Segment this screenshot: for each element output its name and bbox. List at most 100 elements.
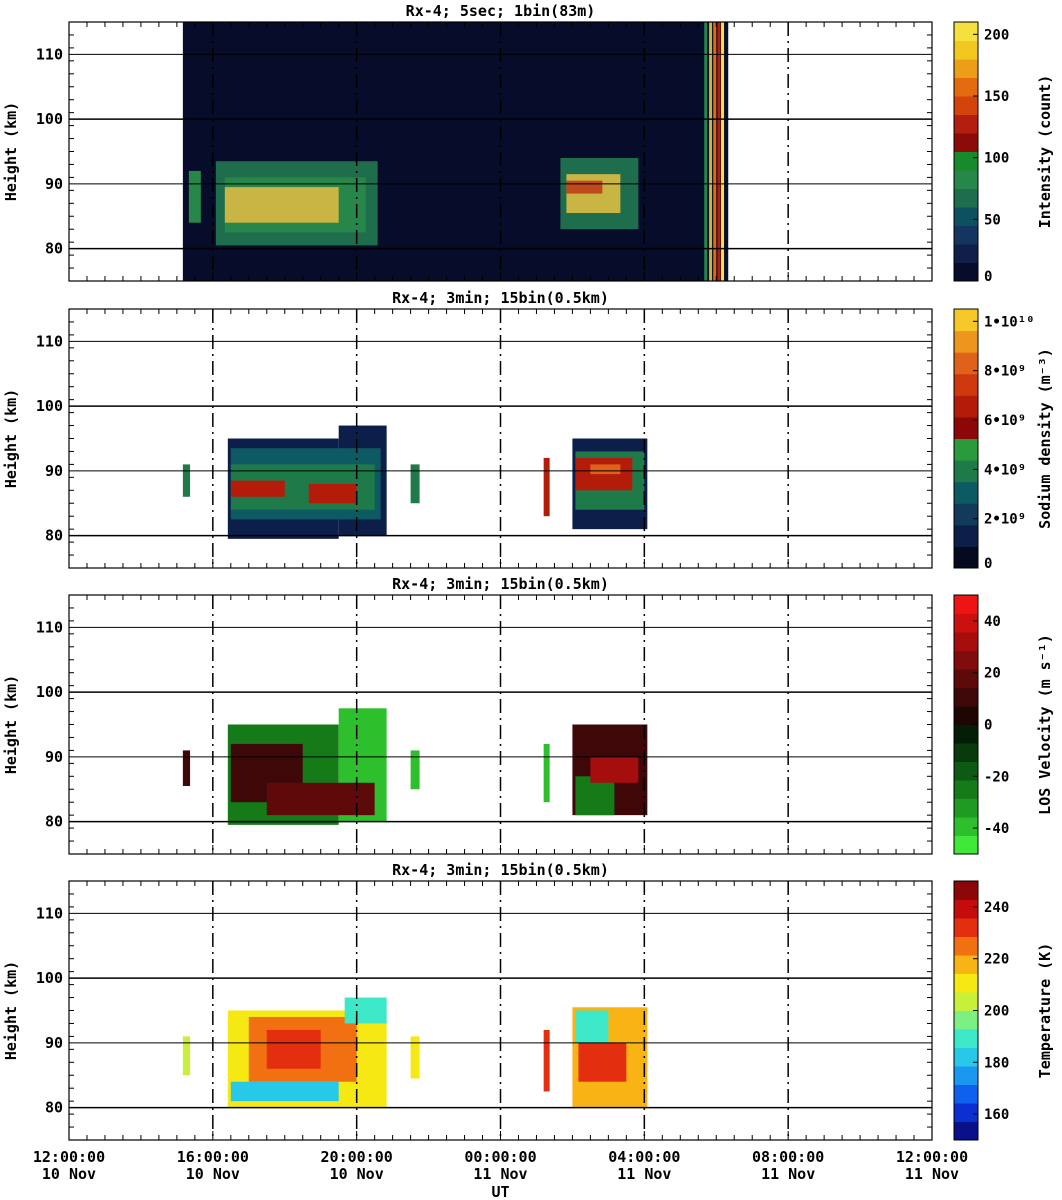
colorbar-segment: [954, 151, 978, 171]
heatmap-block: [543, 1029, 550, 1092]
colorbar-segment: [954, 352, 978, 375]
x-tick-date-label: 10 Nov: [186, 1165, 240, 1183]
x-tick-time-label: 04:00:00: [608, 1148, 680, 1166]
colorbar-tick-label: 20: [984, 666, 1001, 682]
colorbar-segment: [954, 1047, 978, 1067]
x-tick-time-label: 20:00:00: [321, 1148, 393, 1166]
y-tick-label: 110: [36, 45, 63, 63]
colorbar-segment: [954, 1029, 978, 1048]
y-tick-label: 90: [45, 462, 63, 480]
x-tick-time-label: 16:00:00: [177, 1148, 249, 1166]
bright-column: [721, 22, 725, 281]
colorbar-segment: [954, 835, 978, 855]
colorbar-segment: [954, 613, 978, 633]
y-tick-label: 110: [36, 904, 63, 922]
colorbar-segment: [954, 503, 978, 526]
heatmap-block: [578, 1042, 627, 1082]
panel-title: Rx-4; 3min; 15bin(0.5km): [392, 289, 609, 307]
colorbar-tick-label: 100: [984, 151, 1009, 167]
colorbar-segment: [954, 724, 978, 744]
colorbar: 160 180 200 220 240 Temperature (K): [953, 880, 1054, 1141]
colorbar: -40 -20 0 20 40 LOS Velocity (m s⁻¹): [953, 594, 1054, 855]
colorbar-segment: [954, 955, 978, 974]
colorbar-segment: [954, 373, 978, 396]
colorbar-tick-label: 160: [984, 1107, 1009, 1123]
x-tick-time-label: 12:00:00: [896, 1148, 968, 1166]
colorbar-label: Sodium density (m⁻³): [1036, 348, 1054, 529]
colorbar-tick-label: 4•10⁹: [984, 462, 1026, 478]
y-tick-label: 80: [45, 1099, 63, 1117]
colorbar-segment: [954, 761, 978, 781]
colorbar-segment: [954, 438, 978, 461]
x-tick-date-label: 10 Nov: [42, 1165, 96, 1183]
heatmap-block: [410, 464, 420, 504]
colorbar-segment: [954, 225, 978, 245]
y-tick-label: 100: [36, 683, 63, 701]
x-axis-label: UT: [491, 1183, 509, 1200]
colorbar-segment: [954, 77, 978, 97]
y-tick-label: 90: [45, 1034, 63, 1052]
colorbar-segment: [954, 207, 978, 226]
colorbar-tick-label: 0: [984, 269, 992, 285]
colorbar-segment: [954, 899, 978, 919]
colorbar-segment: [954, 524, 978, 547]
colorbar-tick-label: 40: [984, 614, 1001, 630]
colorbar-label: Intensity (count): [1036, 75, 1054, 229]
colorbar-segment: [954, 743, 978, 762]
bright-column: [713, 22, 717, 281]
y-tick-label: 110: [36, 332, 63, 350]
y-tick-label: 100: [36, 969, 63, 987]
y-tick-label: 110: [36, 618, 63, 636]
panel-1: Rx-4; 5sec; 1bin(83m) 80 90 100 110 Height (k…: [2, 2, 1054, 285]
colorbar-segment: [954, 936, 978, 956]
colorbar-segment: [954, 22, 978, 41]
colorbar-segment: [954, 1084, 978, 1104]
colorbar-segment: [954, 973, 978, 993]
colorbar-tick-label: 2•10⁹: [984, 512, 1026, 528]
colorbar-segment: [954, 330, 978, 353]
heatmap-block: [410, 750, 420, 790]
x-tick-date-label: 11 Nov: [761, 1165, 815, 1183]
colorbar-segment: [954, 1121, 978, 1141]
colorbar-segment: [954, 992, 978, 1011]
colorbar-segment: [954, 170, 978, 189]
colorbar-segment: [954, 460, 978, 483]
colorbar-segment: [954, 1066, 978, 1085]
colorbar-segment: [954, 59, 978, 78]
heatmap-block: [344, 997, 387, 1024]
colorbar-segment: [954, 96, 978, 115]
colorbar-tick-label: 220: [984, 952, 1009, 968]
heatmap-block: [566, 180, 603, 194]
colorbar-segment: [954, 918, 978, 937]
colorbar-frame: [953, 21, 979, 282]
heatmap-block: [543, 743, 550, 803]
colorbar: 0 2•10⁹ 4•10⁹ 6•10⁹ 8•10⁹ 1•10¹⁰ Sodium densit…: [953, 308, 1054, 572]
x-tick-time-label: 08:00:00: [752, 1148, 824, 1166]
colorbar-segment: [954, 133, 978, 152]
heatmap-block: [566, 174, 621, 214]
colorbar-segment: [954, 481, 978, 504]
colorbar-tick-label: 1•10¹⁰: [984, 314, 1035, 330]
heatmap-block: [182, 1036, 191, 1076]
heatmap-block: [230, 480, 285, 497]
heatmap-block: [266, 782, 375, 816]
bright-column: [717, 22, 721, 281]
plot-frame: [68, 21, 933, 282]
heatmap-block: [266, 1029, 321, 1069]
panel-title: Rx-4; 3min; 15bin(0.5km): [392, 575, 609, 593]
y-tick-label: 80: [45, 527, 63, 545]
colorbar-segment: [954, 1010, 978, 1030]
colorbar-segment: [954, 309, 978, 332]
colorbar-frame: [953, 308, 979, 569]
heatmap-block: [182, 464, 191, 497]
heatmap-block: [308, 483, 357, 504]
bright-column: [704, 22, 708, 281]
colorbar-segment: [954, 881, 978, 900]
colorbar-tick-label: 6•10⁹: [984, 413, 1026, 429]
colorbar-segment: [954, 595, 978, 614]
colorbar-segment: [954, 546, 978, 569]
panel-title: Rx-4; 3min; 15bin(0.5km): [392, 861, 609, 879]
x-tick-date-label: 11 Nov: [473, 1165, 527, 1183]
heatmap-block: [188, 170, 201, 223]
